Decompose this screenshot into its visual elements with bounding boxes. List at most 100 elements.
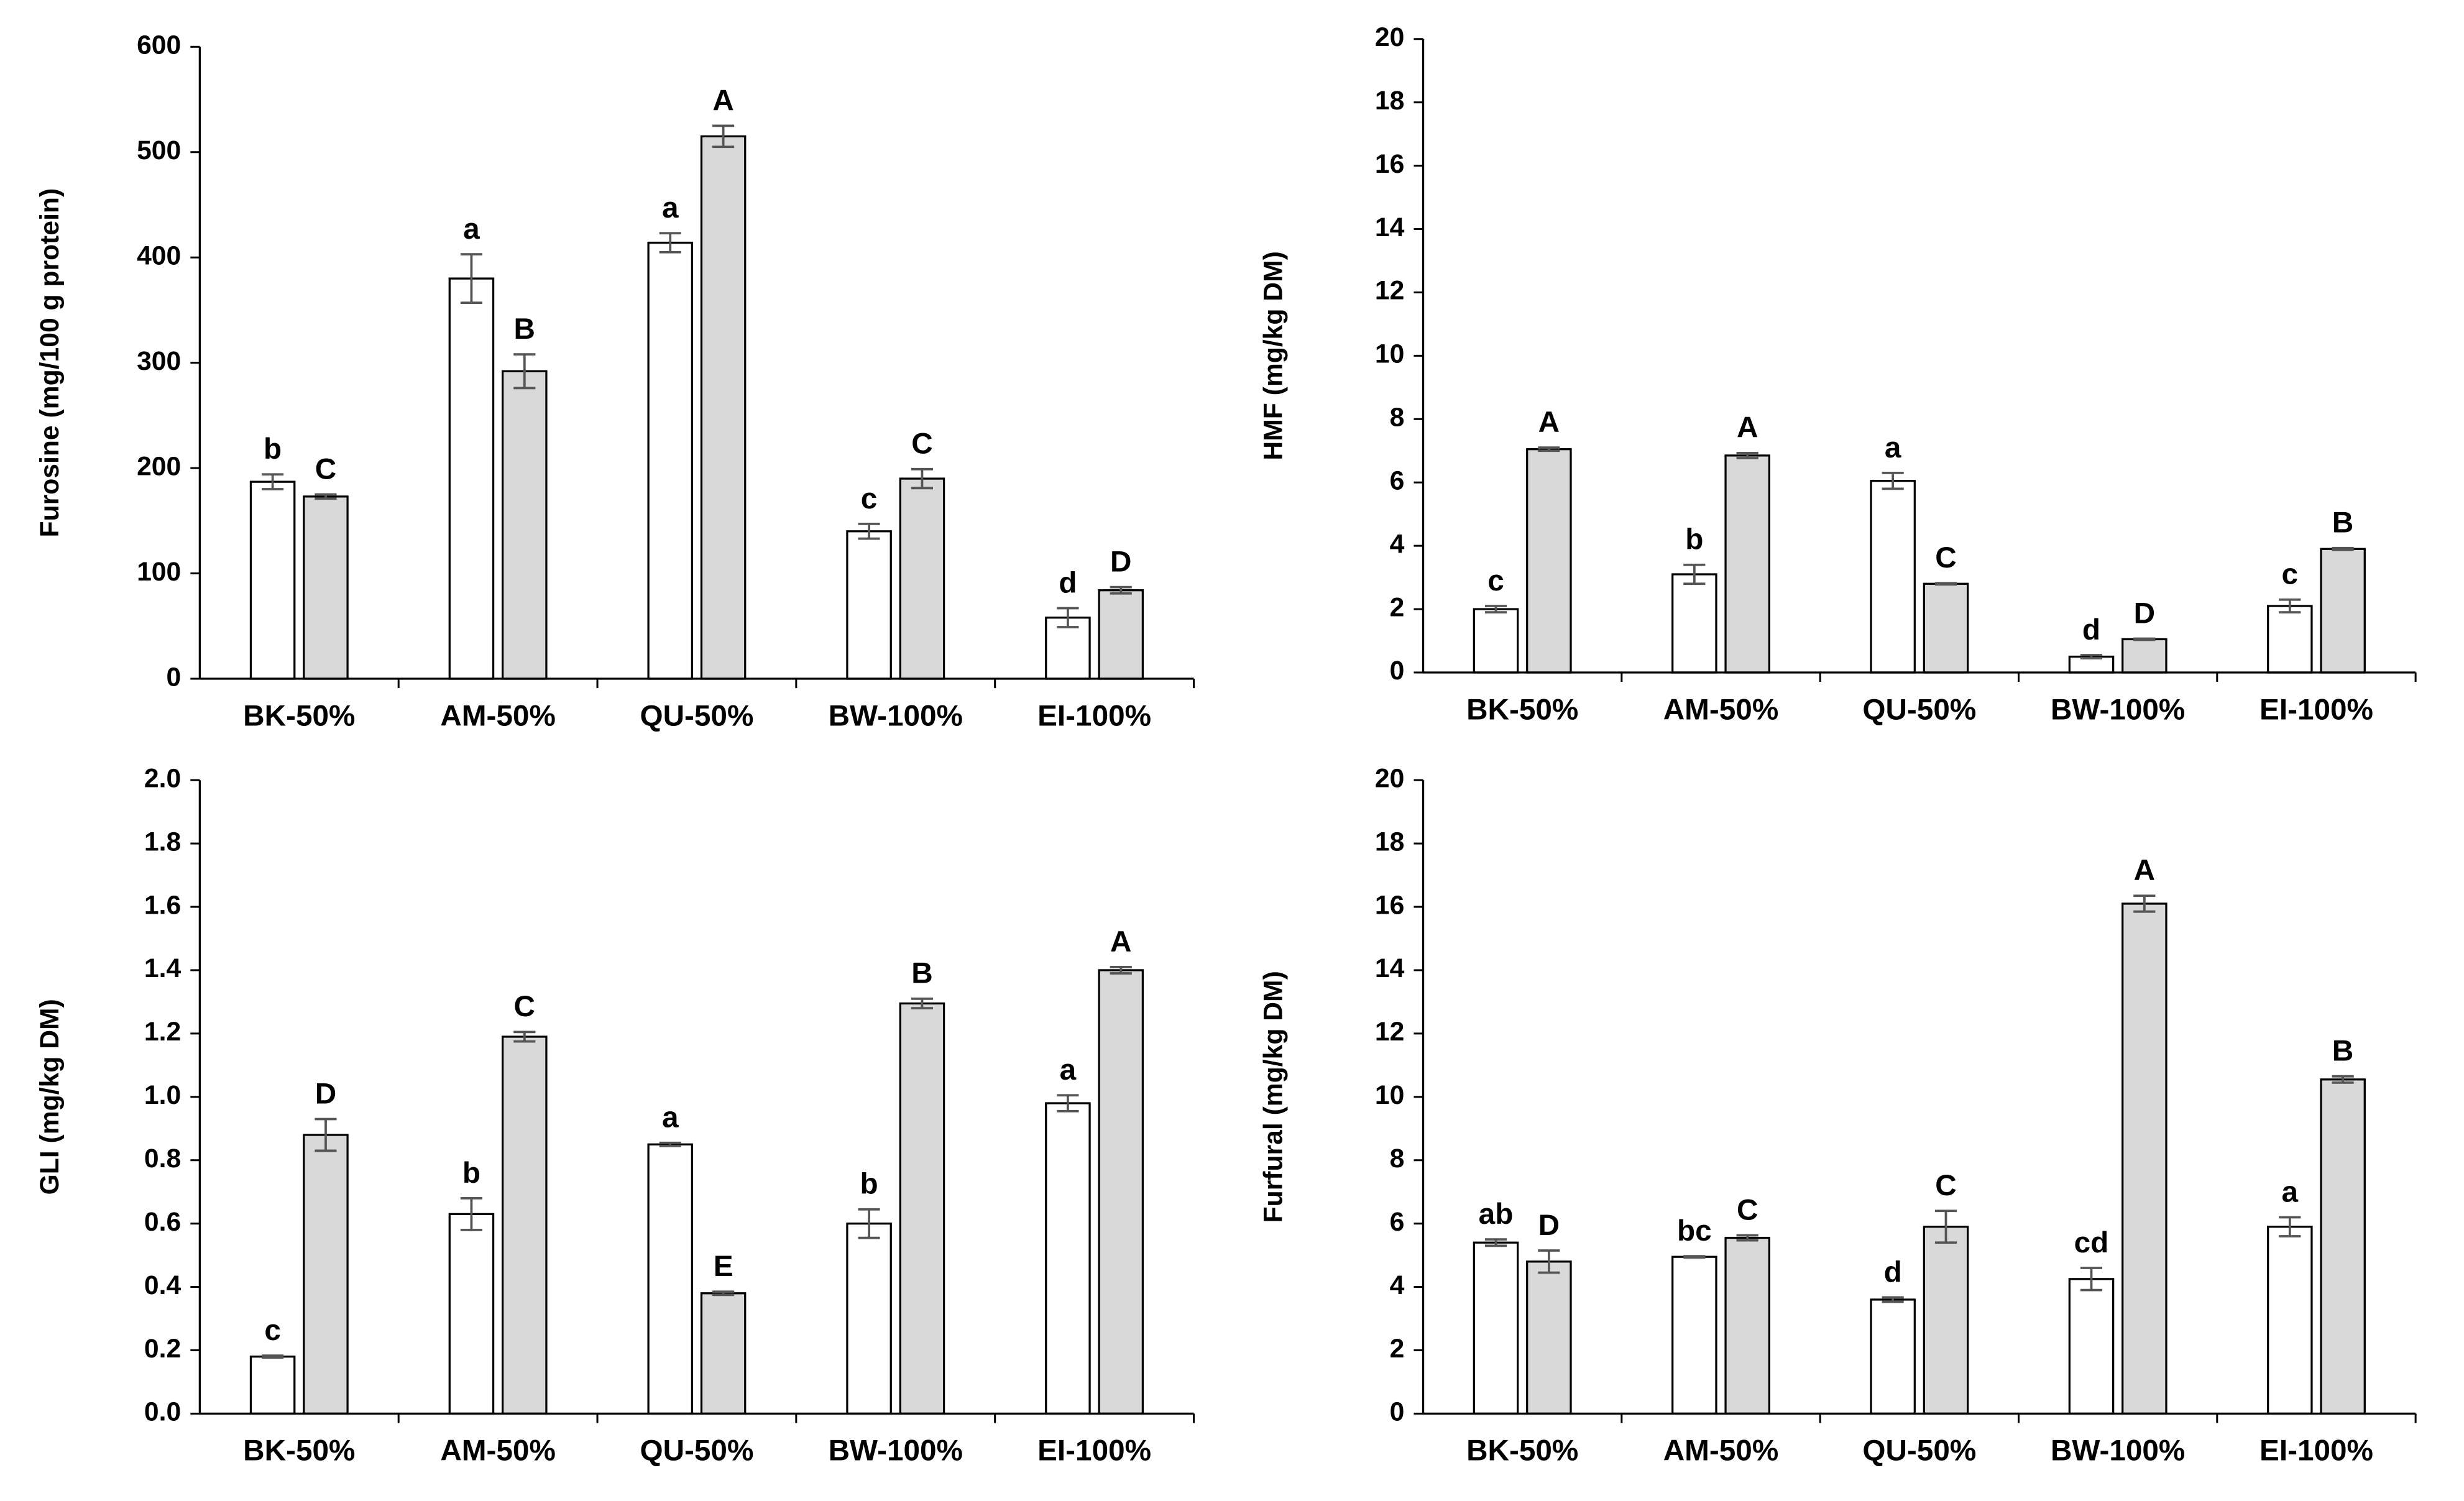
x-tick-label: BK-50% — [1466, 1434, 1578, 1467]
significance-letter: a — [662, 191, 679, 224]
x-tick-label: BW-100% — [829, 1434, 963, 1467]
significance-letter: a — [1060, 1053, 1077, 1086]
y-tick-label: 300 — [137, 346, 181, 376]
y-tick-label: 1.6 — [144, 890, 181, 920]
bar — [700, 1292, 747, 1415]
y-axis-label: GLI (mg/kg DM) — [35, 999, 65, 1195]
significance-letter: A — [1110, 925, 1131, 958]
significance-letter: A — [712, 84, 733, 117]
error-bar — [2133, 637, 2156, 641]
error-bar — [911, 467, 934, 490]
error-bar — [2279, 598, 2301, 614]
significance-letter: A — [1538, 406, 1560, 439]
error-bar — [858, 523, 880, 540]
bar — [1473, 1241, 1519, 1415]
y-tick-label: 0 — [167, 662, 182, 692]
significance-letter: c — [2282, 558, 2299, 591]
y-tick-label: 2 — [1390, 1334, 1405, 1364]
error-bar — [1736, 451, 1758, 459]
y-tick-label: 18 — [1375, 827, 1404, 856]
y-tick-label: 600 — [137, 30, 181, 60]
error-bar — [1934, 582, 1957, 586]
significance-letter: a — [1885, 431, 1901, 464]
significance-letter: c — [264, 1314, 281, 1347]
bar — [1671, 1255, 1717, 1415]
error-bar — [1484, 605, 1507, 614]
bar — [502, 1035, 548, 1415]
y-tick-label: 1.2 — [144, 1017, 181, 1047]
bar — [1724, 454, 1770, 674]
significance-letter: C — [911, 428, 932, 461]
error-bar — [2080, 654, 2103, 659]
x-tick-label: BW-100% — [2051, 693, 2185, 726]
y-tick-label: 6 — [1390, 466, 1405, 495]
y-tick-label: 100 — [137, 557, 181, 587]
significance-letter: C — [1737, 1193, 1758, 1226]
error-bar — [315, 493, 337, 500]
significance-letter: D — [315, 1077, 336, 1110]
error-bar — [460, 1197, 483, 1231]
bar — [1045, 1102, 1091, 1415]
error-bar — [1736, 1234, 1758, 1242]
bar — [249, 1356, 296, 1415]
error-bar — [1110, 965, 1132, 975]
error-bar — [712, 1290, 735, 1297]
error-bar — [2332, 546, 2354, 551]
x-tick-label: EI-100% — [1037, 699, 1151, 732]
bar — [2320, 1078, 2366, 1415]
x-tick-label: AM-50% — [1663, 693, 1779, 726]
y-tick-label: 4 — [1390, 529, 1405, 559]
significance-letter: B — [514, 313, 535, 346]
error-bar — [1057, 1094, 1079, 1113]
bar — [448, 277, 495, 680]
x-tick-label: QU-50% — [640, 1434, 754, 1467]
x-tick-label: BK-50% — [1466, 693, 1578, 726]
significance-letter: d — [2082, 613, 2100, 646]
significance-letter: cd — [2074, 1226, 2109, 1259]
significance-letter: a — [2282, 1175, 2299, 1208]
x-tick-label: AM-50% — [440, 1434, 556, 1467]
error-bar — [2279, 1216, 2301, 1237]
x-tick-label: QU-50% — [1862, 693, 1976, 726]
significance-letter: D — [1538, 1209, 1560, 1242]
y-tick-label: 4 — [1390, 1270, 1405, 1300]
x-tick-label: BK-50% — [243, 1434, 355, 1467]
significance-letter: C — [1935, 541, 1956, 574]
x-tick-label: AM-50% — [1663, 1434, 1779, 1467]
significance-letter: b — [462, 1157, 480, 1190]
error-bar — [1538, 446, 1560, 452]
y-tick-label: 1.8 — [144, 827, 181, 856]
significance-letter: C — [1935, 1169, 1956, 1202]
significance-letter: c — [1487, 564, 1504, 597]
bar — [2122, 902, 2167, 1415]
y-tick-label: 8 — [1390, 403, 1405, 433]
significance-letter: C — [315, 452, 336, 485]
error-bar — [1484, 1238, 1507, 1247]
y-tick-label: 6 — [1390, 1207, 1405, 1237]
error-bar — [1882, 472, 1904, 490]
significance-letter: bc — [1677, 1214, 1712, 1247]
bar — [1870, 480, 1916, 674]
error-bar — [262, 1354, 284, 1359]
y-tick-label: 0.6 — [144, 1207, 181, 1237]
bar — [303, 1134, 349, 1415]
error-bar — [2080, 1267, 2103, 1292]
y-tick-label: 20 — [1375, 763, 1404, 793]
bar — [1923, 582, 1969, 674]
bar — [1526, 448, 1572, 674]
x-tick-label: EI-100% — [2259, 1434, 2373, 1467]
bar — [303, 495, 349, 680]
bar — [249, 480, 296, 680]
y-tick-label: 10 — [1375, 1080, 1404, 1110]
significance-letter: A — [1737, 411, 1758, 444]
y-tick-label: 12 — [1375, 1017, 1404, 1047]
significance-letter: d — [1059, 566, 1077, 599]
y-tick-label: 0 — [1390, 656, 1405, 686]
y-tick-label: 1.4 — [144, 953, 182, 983]
bar — [1923, 1226, 1969, 1415]
bar — [899, 477, 945, 680]
y-tick-label: 500 — [137, 135, 181, 165]
x-tick-label: QU-50% — [1862, 1434, 1976, 1467]
